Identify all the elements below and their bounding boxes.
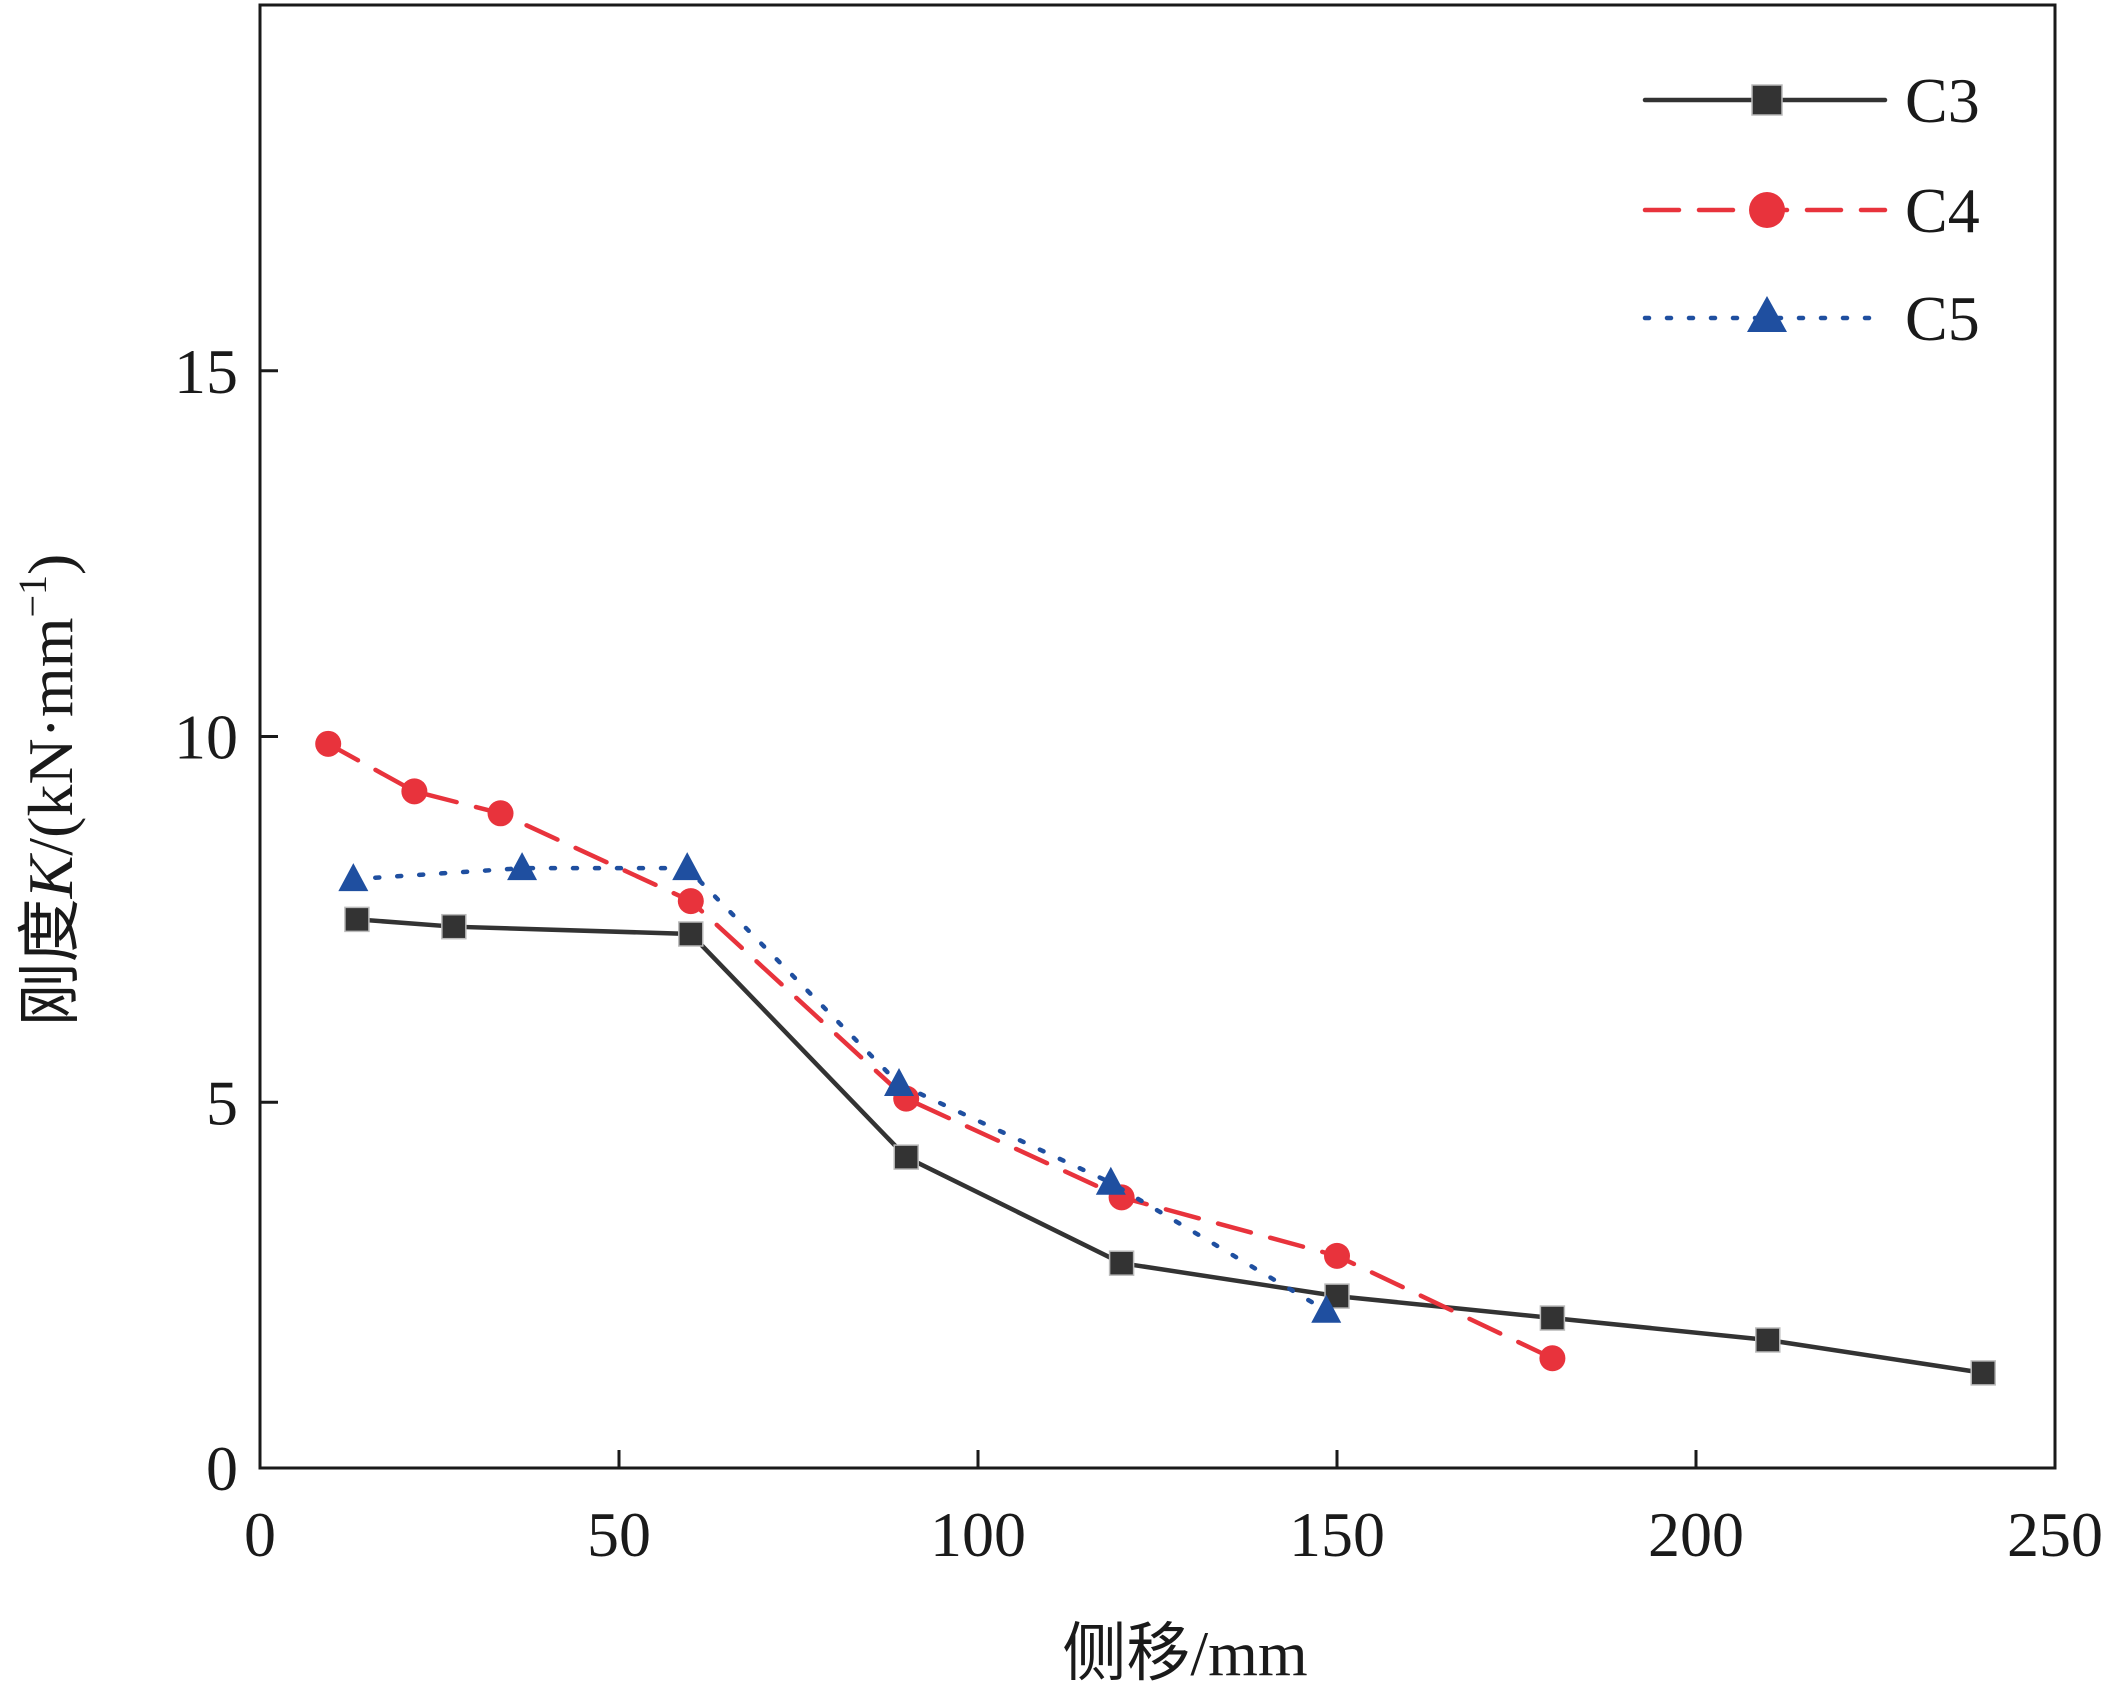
series-c4 [315,730,1566,1372]
legend-marker [1751,84,1783,116]
data-point [315,730,342,757]
y-axis-title: 刚度K/(kN·mm−1) [10,554,86,1027]
y-tick-label: 15 [174,336,238,407]
series-layer [315,730,1996,1386]
legend: C3 C4 C5 [1642,65,1980,354]
data-point [1324,1242,1350,1269]
x-tick-label: 250 [2007,1499,2103,1570]
y-tick-label: 0 [206,1433,238,1504]
data-point [884,1067,915,1096]
series-c5 [338,852,1342,1323]
data-point [678,921,704,947]
legend-label: C3 [1905,65,1980,136]
x-tick-label: 200 [1648,1499,1744,1570]
plot-frame [258,3,2057,1470]
data-point [1539,1345,1566,1372]
x-tick-label: 50 [587,1499,651,1570]
legend-label: C4 [1905,175,1980,246]
y-tick-label: 5 [206,1067,238,1138]
data-point [1108,1250,1135,1276]
x-tick-label: 150 [1289,1499,1385,1570]
data-point [487,800,514,827]
series-line [351,865,1329,1313]
data-point [1539,1305,1566,1331]
x-tick-label: 100 [930,1499,1026,1570]
series-c3 [344,906,1996,1386]
y-axis-title-exponent: −1 [10,575,55,618]
legend-marker [1747,296,1787,332]
legend-item-c4: C4 [1642,175,1980,246]
data-point [1324,1283,1350,1309]
data-point [441,913,467,940]
y-axis-title-unit: /(kN·mm [15,618,86,856]
data-point [344,906,370,933]
data-point [1311,1294,1342,1323]
y-axis-title-prefix: 刚度 [15,898,86,1026]
data-point [401,778,428,805]
series-line [354,917,1986,1376]
legend-marker [1749,192,1785,228]
data-point [1755,1327,1781,1353]
data-point [1095,1166,1126,1195]
legend-item-c3: C3 [1642,65,1980,136]
data-point [507,852,538,881]
x-axis-title: 侧移/mm [1062,1618,1307,1689]
data-point [672,852,703,881]
data-point [1970,1360,1996,1386]
y-tick-label: 10 [174,702,238,773]
svg-text:刚度K/(kN·mm−1): 刚度K/(kN·mm−1) [10,554,86,1027]
y-axis-title-variable: K [15,852,86,899]
series-line [325,741,1555,1361]
data-point [677,888,704,915]
data-point [338,863,369,892]
x-tick-label: 0 [244,1499,276,1570]
legend-item-c5: C5 [1642,283,1980,354]
y-axis-title-close: ) [15,554,86,575]
axes: 0 50 100 150 200 250 0 5 10 15 [174,3,2103,1570]
data-point [893,1144,919,1170]
legend-label: C5 [1905,283,1980,354]
